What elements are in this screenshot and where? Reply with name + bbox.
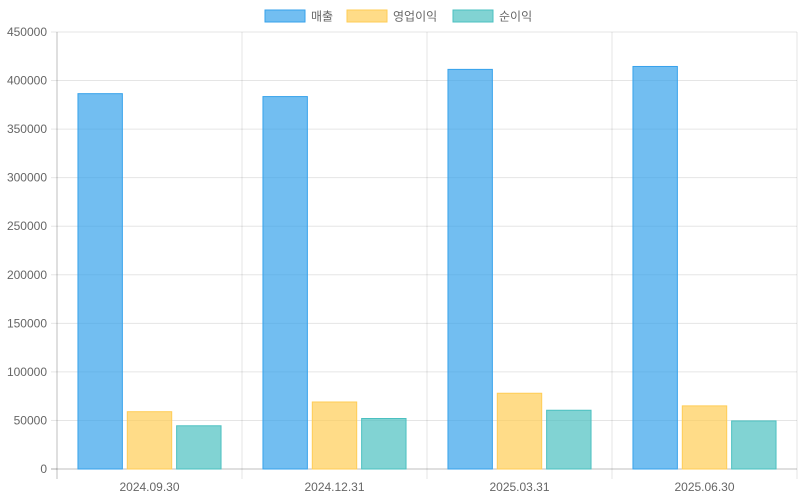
x-tick-label: 2024.09.30: [119, 480, 179, 494]
y-tick-label: 50000: [14, 413, 48, 427]
bar-net-profit[interactable]: [546, 409, 592, 470]
legend-swatch: [346, 9, 388, 23]
x-axis-tick-labels: 2024.09.30 2024.12.31 2025.03.31 2025.06.30: [119, 480, 734, 494]
y-tick-label: 250000: [7, 219, 47, 233]
y-tick-label: 350000: [7, 122, 47, 136]
bar-operating-profit[interactable]: [126, 411, 173, 470]
bar-revenue[interactable]: [262, 96, 308, 470]
grid-lines: [57, 31, 798, 479]
y-tick-label: 200000: [7, 268, 47, 282]
y-tick-label: 300000: [7, 171, 47, 185]
x-tick-label: 2025.06.30: [674, 480, 734, 494]
bar-operating-profit[interactable]: [311, 401, 358, 470]
legend-swatch: [452, 9, 494, 23]
y-tick-label: 150000: [7, 316, 47, 330]
bar-operating-profit[interactable]: [681, 405, 728, 470]
legend-item[interactable]: 영업이익: [346, 9, 437, 24]
bar-revenue[interactable]: [447, 68, 493, 470]
legend-swatch: [264, 9, 306, 23]
bar-net-profit[interactable]: [731, 420, 777, 470]
legend-item[interactable]: 순이익: [452, 9, 532, 24]
legend: 매출 영업이익 순이익: [264, 9, 532, 24]
legend-item[interactable]: 매출: [264, 9, 333, 24]
bar-revenue[interactable]: [77, 93, 123, 470]
bar-revenue[interactable]: [632, 65, 678, 470]
y-axis-tick-labels: 0 50000 100000 150000 200000 250000 300000 3500…: [7, 25, 47, 476]
y-tick-label: 450000: [7, 25, 47, 39]
x-tick-label: 2024.12.31: [304, 480, 364, 494]
legend-label: 매출: [311, 10, 333, 24]
bar-net-profit[interactable]: [361, 418, 407, 470]
legend-label: 영업이익: [393, 10, 437, 24]
x-tick-label: 2025.03.31: [489, 480, 549, 494]
y-tick-label: 0: [40, 462, 47, 476]
bar-net-profit[interactable]: [176, 425, 222, 470]
legend-label: 순이익: [499, 10, 532, 24]
bars: [77, 65, 777, 470]
bar-operating-profit[interactable]: [496, 392, 543, 470]
y-tick-label: 400000: [7, 74, 47, 88]
y-tick-label: 100000: [7, 365, 47, 379]
